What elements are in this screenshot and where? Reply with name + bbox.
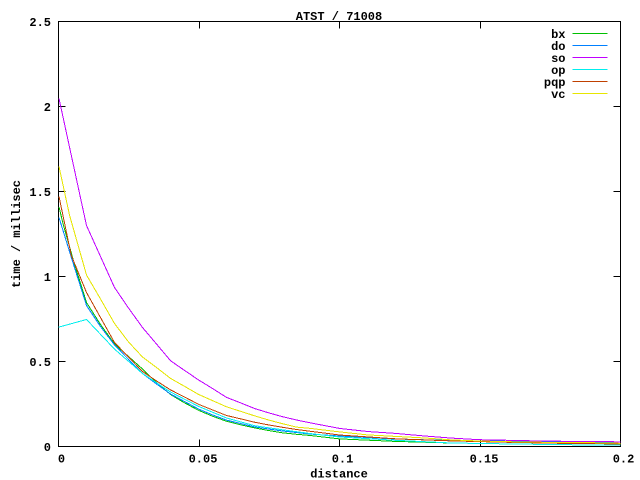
svg-text:op: op (551, 64, 565, 78)
svg-text:bx: bx (551, 28, 565, 42)
svg-text:0: 0 (44, 441, 51, 455)
svg-text:so: so (551, 52, 565, 66)
svg-text:distance: distance (310, 468, 368, 480)
svg-text:0.05: 0.05 (189, 452, 218, 466)
svg-text:ATST / 71008: ATST / 71008 (296, 10, 382, 24)
svg-text:2: 2 (44, 101, 51, 115)
svg-text:2.5: 2.5 (29, 16, 51, 30)
svg-text:time / millisec: time / millisec (10, 180, 24, 288)
svg-text:1: 1 (44, 271, 51, 285)
svg-text:do: do (551, 40, 565, 54)
svg-text:0: 0 (58, 452, 65, 466)
svg-text:1.5: 1.5 (29, 186, 51, 200)
svg-text:vc: vc (551, 88, 565, 102)
svg-text:0.1: 0.1 (332, 452, 354, 466)
svg-text:0.5: 0.5 (29, 356, 51, 370)
svg-text:pqp: pqp (544, 76, 566, 90)
svg-text:0.2: 0.2 (613, 452, 635, 466)
svg-text:0.15: 0.15 (470, 452, 499, 466)
